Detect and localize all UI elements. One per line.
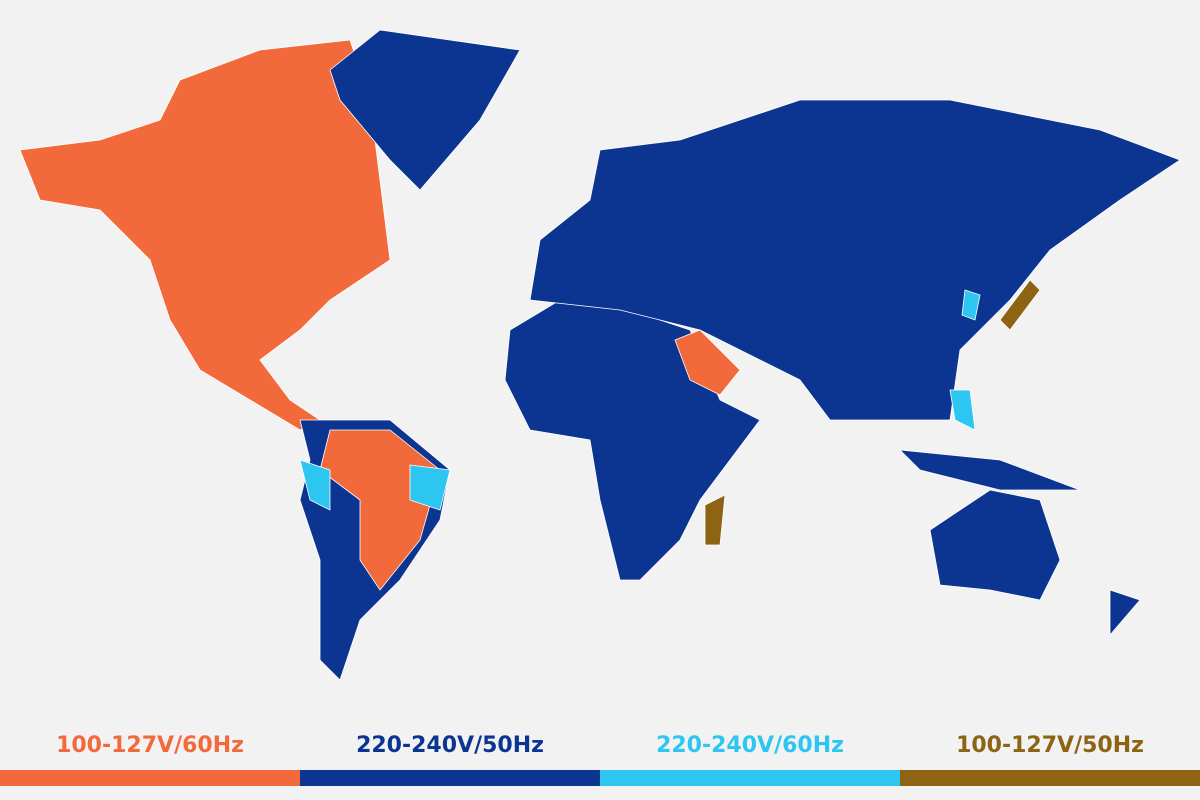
philippines (949, 389, 976, 431)
legend-bar (300, 770, 600, 786)
madagascar (704, 494, 726, 546)
eurasia (529, 99, 1181, 421)
legend-bar (600, 770, 900, 786)
greenland (329, 29, 521, 191)
legend-label: 220-240V/50Hz (356, 733, 544, 758)
world-map (19, 29, 1181, 681)
new-zealand (1109, 589, 1141, 637)
australia (929, 489, 1061, 601)
southeast-asia-islands (898, 449, 1081, 491)
northeast-brazil (409, 464, 451, 511)
legend-bar (0, 770, 300, 786)
legend: 100-127V/60Hz 220-240V/50Hz 220-240V/60Hz 1… (0, 733, 1200, 786)
legend-bar (900, 770, 1200, 786)
north-america (19, 39, 391, 431)
south-korea (961, 289, 981, 321)
saudi-arabia (674, 329, 741, 396)
peru (299, 459, 331, 511)
legend-label: 100-127V/50Hz (956, 733, 1144, 758)
japan (999, 279, 1041, 331)
legend-label: 220-240V/60Hz (656, 733, 844, 758)
legend-label: 100-127V/60Hz (56, 733, 244, 758)
